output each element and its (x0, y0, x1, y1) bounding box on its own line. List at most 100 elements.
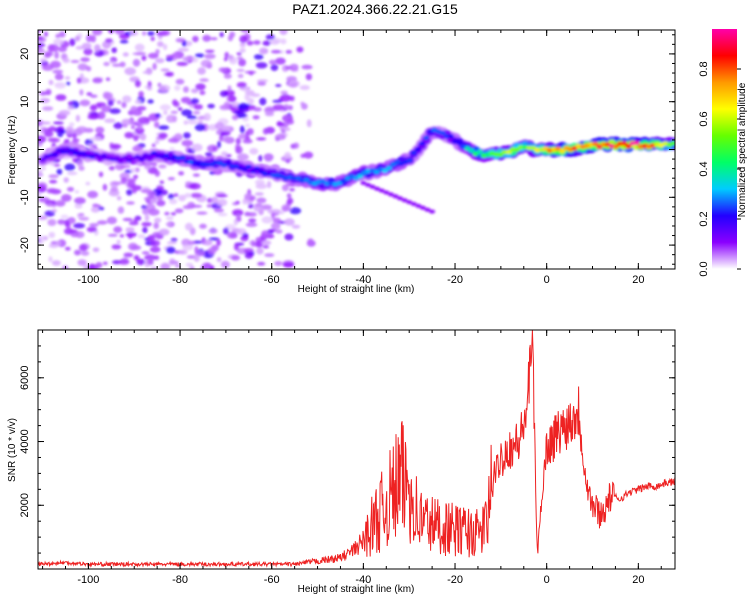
noise-blob (64, 76, 71, 80)
noise-blob (181, 109, 193, 117)
noise-blob (107, 233, 118, 237)
noise-blob (106, 216, 117, 225)
noise-blob (117, 206, 125, 214)
noise-blob (112, 63, 122, 67)
noise-blob (56, 168, 63, 175)
noise-blob (168, 193, 174, 200)
noise-blob (199, 90, 206, 96)
noise-blob (160, 68, 170, 72)
noise-blob (137, 234, 145, 239)
colorbar: 0.0 0.2 0.4 0.6 0.8 Normalized spectral ampl… (698, 29, 748, 277)
branch-blob (392, 194, 399, 199)
noise-blob (73, 223, 85, 229)
noise-blob (87, 190, 99, 199)
noise-blob (242, 232, 249, 238)
noise-blob (260, 204, 273, 211)
noise-blob (300, 153, 306, 158)
branch-blob (397, 196, 403, 201)
noise-blob (163, 110, 168, 115)
noise-blob (239, 35, 248, 44)
noise-blob (54, 82, 66, 89)
noise-blob (307, 238, 314, 246)
noise-blob (231, 114, 239, 121)
noise-blob (134, 43, 145, 52)
colorbar-gradient (712, 29, 737, 269)
noise-blob (86, 226, 98, 233)
noise-blob (52, 121, 64, 125)
noise-blob (94, 44, 101, 52)
noise-blob (264, 253, 275, 257)
noise-blob (126, 178, 137, 182)
x-tick-label: -40 (355, 574, 371, 586)
noise-blob (78, 216, 90, 221)
noise-blob (274, 133, 286, 141)
y-tick-label: 20 (19, 48, 31, 60)
noise-blob (123, 252, 134, 258)
noise-blob (224, 51, 229, 59)
ridge-blob (439, 130, 446, 135)
noise-blob (142, 70, 151, 74)
noise-blob (259, 97, 267, 106)
noise-blob (167, 177, 175, 181)
noise-blob (253, 205, 263, 212)
noise-blob (288, 83, 298, 88)
noise-blob (155, 113, 161, 118)
ridge-blob (117, 157, 124, 163)
noise-blob (97, 111, 106, 120)
noise-blob (78, 165, 85, 171)
noise-blob (190, 98, 200, 104)
noise-blob (92, 203, 99, 208)
noise-blob (109, 60, 115, 64)
noise-blob (289, 207, 302, 215)
noise-blob (303, 151, 314, 159)
noise-blob (239, 48, 246, 53)
noise-blob (250, 240, 256, 247)
noise-blob (148, 258, 154, 266)
ridge-blob (138, 157, 145, 162)
noise-blob (192, 35, 199, 43)
noise-blob (38, 30, 42, 34)
noise-blob (142, 208, 149, 215)
noise-blob (242, 200, 249, 205)
noise-blob (235, 112, 247, 119)
noise-blob (125, 227, 135, 233)
noise-blob (240, 30, 251, 33)
noise-blob (170, 237, 178, 242)
ridge-blob (150, 150, 157, 156)
noise-blob (287, 105, 293, 111)
noise-blob (175, 78, 185, 85)
noise-blob (68, 229, 78, 234)
noise-blob (130, 167, 136, 173)
noise-blob (282, 261, 295, 268)
ridge-blob (245, 164, 252, 169)
noise-blob (246, 40, 254, 46)
noise-blob (249, 196, 255, 201)
noise-blob (38, 47, 45, 55)
noise-blob (291, 224, 301, 229)
noise-blob (74, 35, 81, 42)
noise-blob (90, 35, 97, 43)
noise-blob (211, 196, 219, 204)
snr-x-axis-label: Height of straight line (km) (298, 584, 415, 595)
noise-blob (183, 86, 189, 93)
noise-blob (252, 115, 260, 120)
noise-blob (79, 244, 88, 252)
noise-blob (190, 204, 203, 208)
noise-blob (102, 183, 108, 191)
noise-blob (248, 218, 257, 223)
ridge-blob (423, 135, 430, 140)
x-tick-label: 0 (544, 274, 550, 286)
noise-blob (147, 86, 153, 91)
noise-blob (74, 190, 80, 194)
noise-blob (134, 167, 140, 173)
noise-blob (227, 85, 232, 91)
noise-blob (75, 114, 81, 122)
noise-blob (38, 191, 42, 198)
y-tick-label: -20 (19, 237, 31, 253)
noise-blob (143, 197, 151, 201)
noise-blob (196, 211, 208, 215)
noise-blob (187, 240, 196, 246)
noise-blob (180, 97, 191, 103)
noise-blob (38, 186, 47, 193)
noise-blob (61, 194, 72, 202)
